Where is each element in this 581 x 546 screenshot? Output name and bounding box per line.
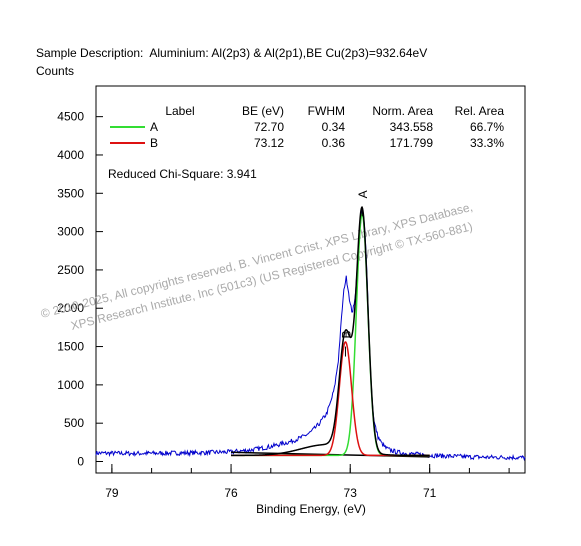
x-tick-label: 71 (423, 486, 437, 500)
legend-cell: B (150, 136, 158, 150)
legend-cell: 0.34 (322, 120, 346, 134)
background-line (231, 451, 430, 458)
copyright-watermark: © 2010-2025, All copyrights reserved, B.… (39, 200, 474, 333)
peak-label-a: A (356, 190, 370, 198)
legend-header: FWHM (308, 104, 345, 118)
x-tick-label: 73 (344, 486, 358, 500)
y-tick-label: 1000 (57, 378, 84, 392)
y-tick-label: 4500 (57, 110, 84, 124)
y-tick-label: 1500 (57, 340, 84, 354)
legend-cell: 171.799 (390, 136, 434, 150)
y-axis-label: Counts (36, 64, 75, 78)
legend-cell: 343.558 (390, 120, 434, 134)
legend-cell: 66.7% (470, 120, 504, 134)
legend-header: Rel. Area (455, 104, 505, 118)
plot-area: AB (95, 190, 526, 462)
watermark-line-2: XPS Research Institute, Inc (501c3) (US … (69, 219, 474, 333)
plot-axes: 0 500 1000 1500 2000 2500 3000 3500 4000 4500 79 76… (57, 85, 526, 500)
legend-cell: 0.36 (322, 136, 346, 150)
y-tick-label: 2000 (57, 301, 84, 315)
legend-cell: A (150, 120, 158, 134)
chi-square-label: Reduced Chi-Square: 3.941 (108, 167, 257, 181)
x-axis-title: Binding Energy, (eV) (256, 502, 366, 516)
y-tick-label: 2500 (57, 263, 84, 277)
envelope-line (231, 206, 430, 457)
legend-cell: 72.70 (254, 120, 284, 134)
legend-header: Norm. Area (372, 104, 433, 118)
legend-cell: 73.12 (254, 136, 284, 150)
legend: Label BE (eV) FWHM Norm. Area Rel. Area A 72.7… (110, 104, 504, 150)
x-tick-label: 79 (105, 486, 119, 500)
sample-description: Sample Description: Aluminium: Al(2p3) &… (36, 46, 428, 60)
y-tick-label: 4000 (57, 148, 84, 162)
legend-header: Label (165, 104, 194, 118)
y-tick-label: 3000 (57, 225, 84, 239)
y-tick-label: 500 (64, 416, 84, 430)
peak-label-b: B (339, 331, 353, 339)
watermark-line-1: © 2010-2025, All copyrights reserved, B.… (39, 200, 474, 321)
y-tick-label: 3500 (57, 186, 84, 200)
x-tick-label: 76 (224, 486, 238, 500)
raw-data-line (95, 207, 526, 462)
legend-header: BE (eV) (242, 104, 284, 118)
y-tick-label: 0 (77, 455, 84, 469)
legend-cell: 33.3% (470, 136, 504, 150)
